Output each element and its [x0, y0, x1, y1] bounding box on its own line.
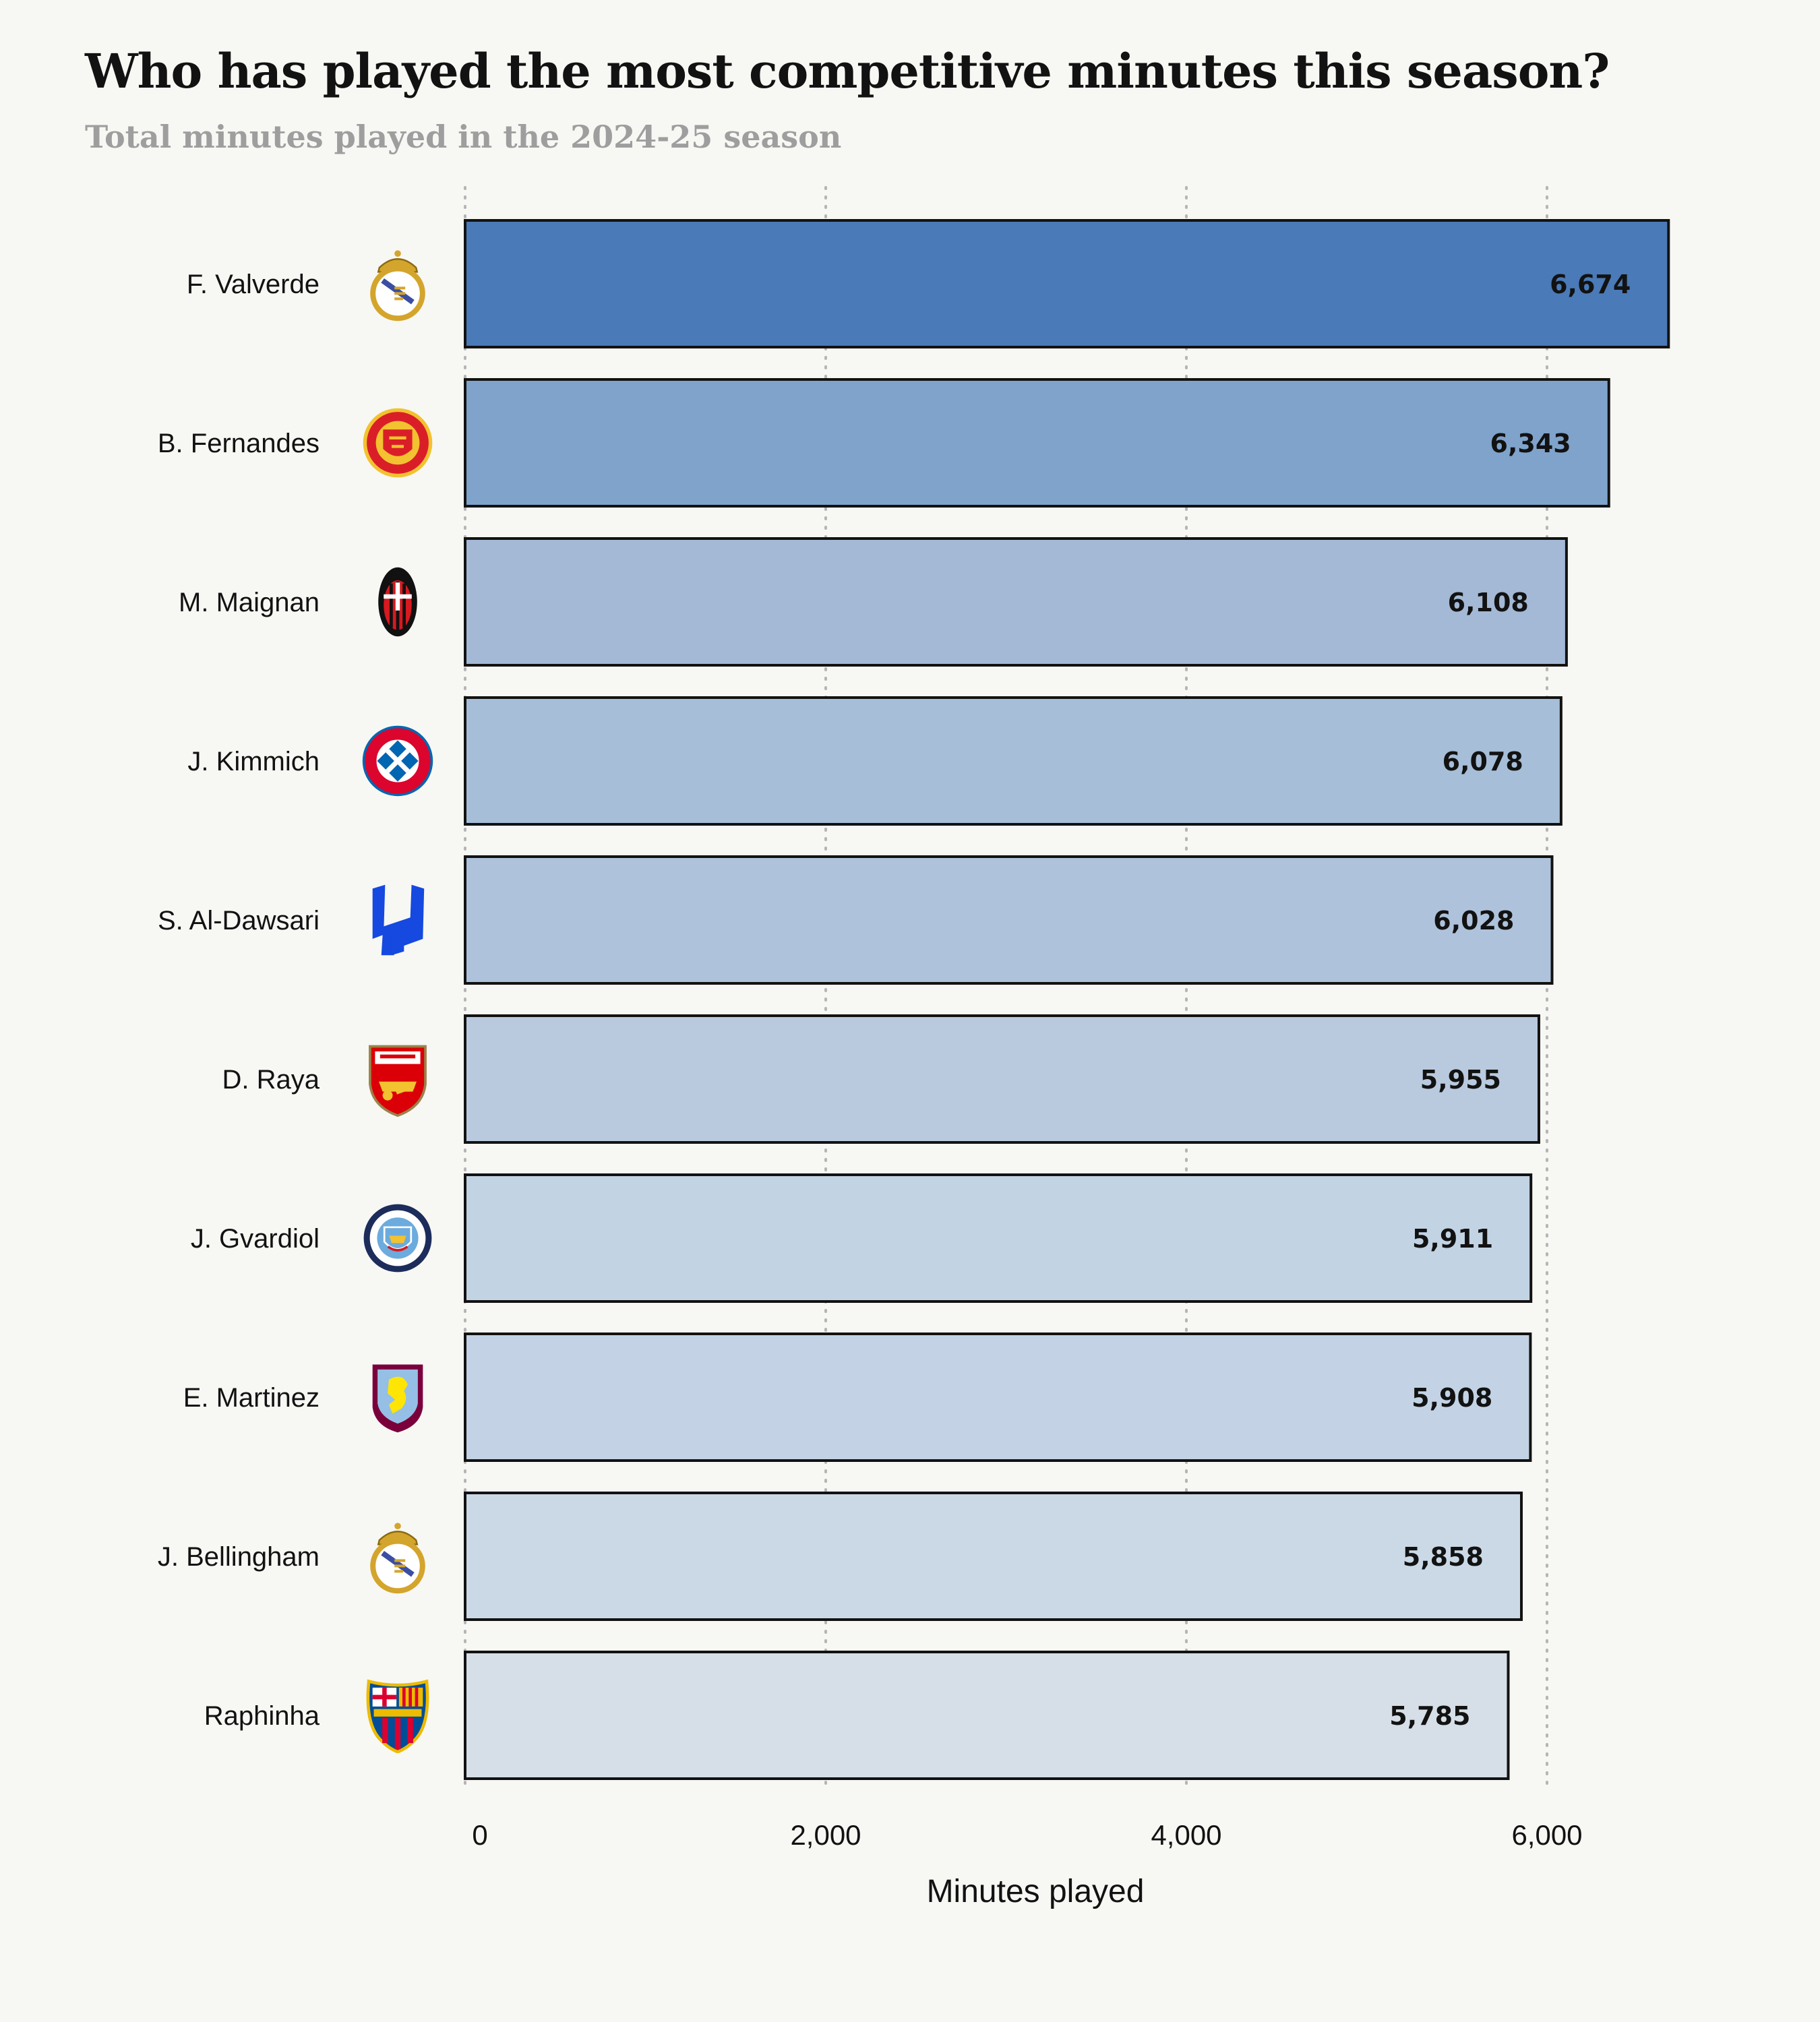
- player-label: J. Bellingham: [158, 1542, 320, 1572]
- bar-value-label: 5,858: [1403, 1542, 1484, 1572]
- bar-value-label: 6,343: [1490, 429, 1571, 458]
- bar: [464, 1332, 1532, 1462]
- bar: [464, 1651, 1510, 1780]
- bar-value-label: 5,955: [1420, 1065, 1501, 1095]
- player-label: M. Maignan: [179, 588, 320, 617]
- real-madrid-crest-icon: [373, 250, 423, 318]
- bar: [464, 855, 1554, 985]
- manchester-city-crest-icon: [362, 1202, 433, 1274]
- grid-lines: [464, 186, 1548, 1791]
- bar-value-label: 6,108: [1448, 588, 1529, 617]
- player-label: S. Al-Dawsari: [158, 906, 320, 936]
- player-label: F. Valverde: [187, 270, 320, 299]
- al-hilal-crest-icon: [372, 884, 425, 956]
- bar-value-label: 5,911: [1412, 1224, 1493, 1254]
- x-tick-label: 0: [472, 1819, 487, 1851]
- chart-title: Who has played the most competitive minu…: [85, 43, 1610, 99]
- player-label: E. Martinez: [183, 1383, 320, 1413]
- bar: [464, 1173, 1533, 1303]
- bar: [464, 537, 1568, 667]
- player-label: Raphinha: [204, 1701, 320, 1731]
- ac-milan-crest-icon: [378, 568, 417, 636]
- bar: [464, 378, 1610, 508]
- player-label: J. Gvardiol: [191, 1224, 320, 1254]
- real-madrid-crest-icon: [373, 1523, 423, 1591]
- bar: [464, 219, 1670, 348]
- player-label: B. Fernandes: [158, 429, 320, 458]
- bar: [464, 1492, 1523, 1621]
- bar-value-label: 5,908: [1412, 1383, 1492, 1413]
- player-label: D. Raya: [222, 1065, 320, 1095]
- bar: [464, 696, 1563, 826]
- bayern-munich-crest-icon: [364, 727, 432, 795]
- x-axis-title: Minutes played: [927, 1874, 1145, 1909]
- manchester-united-crest-icon: [365, 410, 430, 475]
- bar-value-label: 5,785: [1389, 1701, 1470, 1731]
- bar-value-label: 6,674: [1550, 270, 1631, 299]
- x-tick-label: 2,000: [790, 1819, 861, 1851]
- bar-value-label: 6,028: [1433, 906, 1514, 936]
- x-tick-label: 6,000: [1511, 1819, 1582, 1851]
- arsenal-crest-icon: [370, 1046, 425, 1115]
- aston-villa-crest-icon: [372, 1364, 423, 1433]
- chart-subtitle: Total minutes played in the 2024-25 seas…: [85, 119, 842, 155]
- x-axis: 0 2,000 4,000 6,000: [472, 1819, 1582, 1851]
- player-label: J. Kimmich: [187, 747, 320, 776]
- x-tick-label: 4,000: [1151, 1819, 1221, 1851]
- barcelona-crest-icon: [368, 1682, 427, 1752]
- bar: [464, 1014, 1540, 1144]
- bar-value-label: 6,078: [1443, 747, 1523, 776]
- bars: 6,674 F. Valverde 6,343 B. Fernandes 6,108 M.…: [158, 219, 1670, 1780]
